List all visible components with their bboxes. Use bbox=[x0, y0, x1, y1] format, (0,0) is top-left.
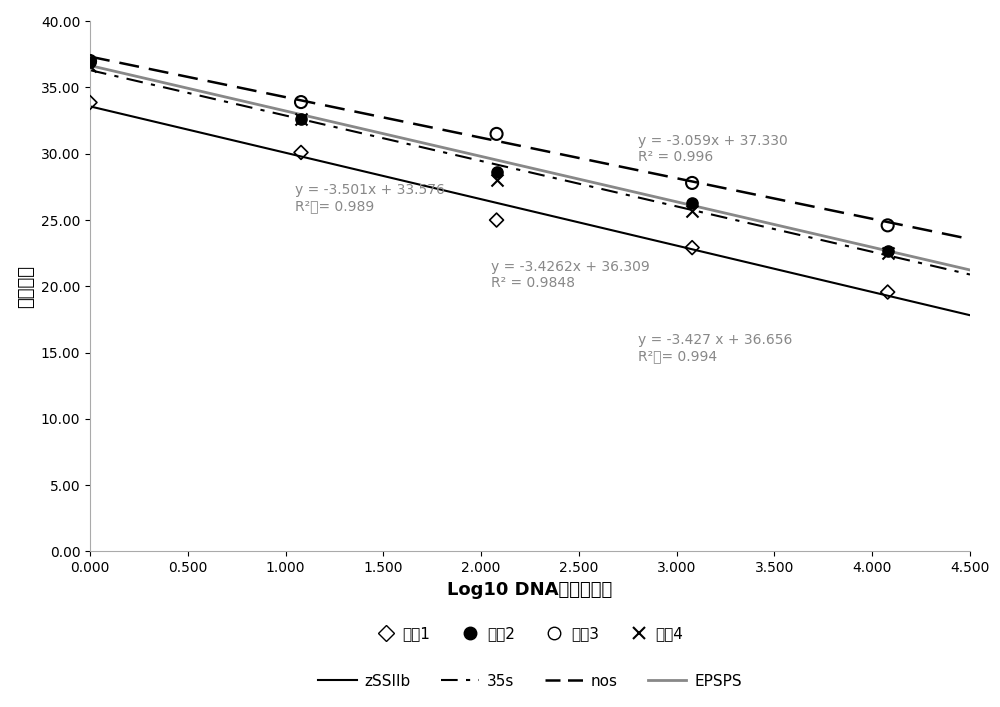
Point bbox=[489, 128, 505, 139]
Point bbox=[880, 220, 896, 231]
Point bbox=[684, 242, 700, 253]
Point bbox=[82, 57, 98, 68]
Y-axis label: 循环阀値: 循环阀値 bbox=[17, 265, 35, 308]
Point bbox=[880, 245, 896, 256]
Text: y = -3.4262x + 36.309
R² = 0.9848: y = -3.4262x + 36.309 R² = 0.9848 bbox=[491, 259, 650, 290]
Point bbox=[489, 214, 505, 226]
Point bbox=[684, 197, 700, 209]
Point bbox=[293, 96, 309, 107]
Point bbox=[684, 177, 700, 189]
Point bbox=[82, 61, 98, 72]
Point bbox=[489, 167, 505, 178]
Point bbox=[489, 175, 505, 186]
Point bbox=[880, 286, 896, 298]
Point bbox=[880, 247, 896, 259]
Point bbox=[82, 97, 98, 108]
Text: y = -3.427 x + 36.656
R²。= 0.994: y = -3.427 x + 36.656 R²。= 0.994 bbox=[638, 333, 792, 363]
Text: y = -3.059x + 37.330
R² = 0.996: y = -3.059x + 37.330 R² = 0.996 bbox=[638, 134, 787, 164]
Point bbox=[684, 205, 700, 216]
Point bbox=[293, 114, 309, 125]
Point bbox=[82, 55, 98, 66]
Legend: zSSIIb, 35s, nos, EPSPS: zSSIIb, 35s, nos, EPSPS bbox=[312, 667, 748, 695]
Point bbox=[293, 114, 309, 125]
Text: y = -3.501x + 33.576
R²。= 0.989: y = -3.501x + 33.576 R²。= 0.989 bbox=[295, 183, 445, 213]
X-axis label: Log10 DNA起始模板量: Log10 DNA起始模板量 bbox=[447, 580, 613, 599]
Point bbox=[293, 147, 309, 158]
